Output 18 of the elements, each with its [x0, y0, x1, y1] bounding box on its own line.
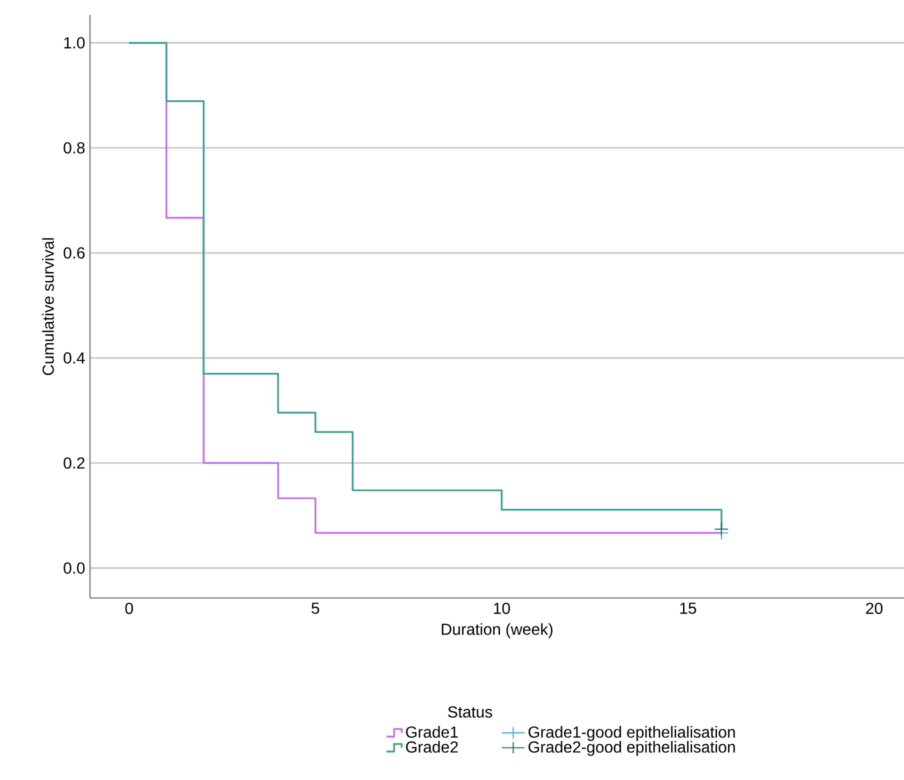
x-axis-title: Duration (week)	[442, 623, 552, 638]
y-axis-title: Cumulative survival	[42, 238, 54, 376]
legend-label: Grade2	[406, 740, 458, 753]
y-tick-label: 0.4	[64, 352, 85, 364]
legend-title: Status	[448, 706, 492, 718]
y-tick-label: 0.8	[64, 142, 85, 154]
y-tick-label: 1.0	[64, 37, 85, 48]
y-tick-label: 0.6	[64, 247, 85, 259]
x-tick-label: 5	[312, 602, 320, 614]
legend-label: Grade1-good epithelialisation	[528, 726, 735, 741]
y-tick-label: 0.0	[64, 562, 85, 574]
legend-label: Grade2-good epithelialisation	[528, 740, 735, 756]
x-tick-label: 20	[866, 602, 882, 614]
y-tick-label: 0.2	[64, 457, 84, 469]
x-tick-label: 0	[125, 602, 133, 614]
x-tick-label: 10	[494, 602, 510, 614]
x-tick-label: 15	[680, 602, 696, 614]
legend-label: Grade1	[406, 726, 458, 738]
